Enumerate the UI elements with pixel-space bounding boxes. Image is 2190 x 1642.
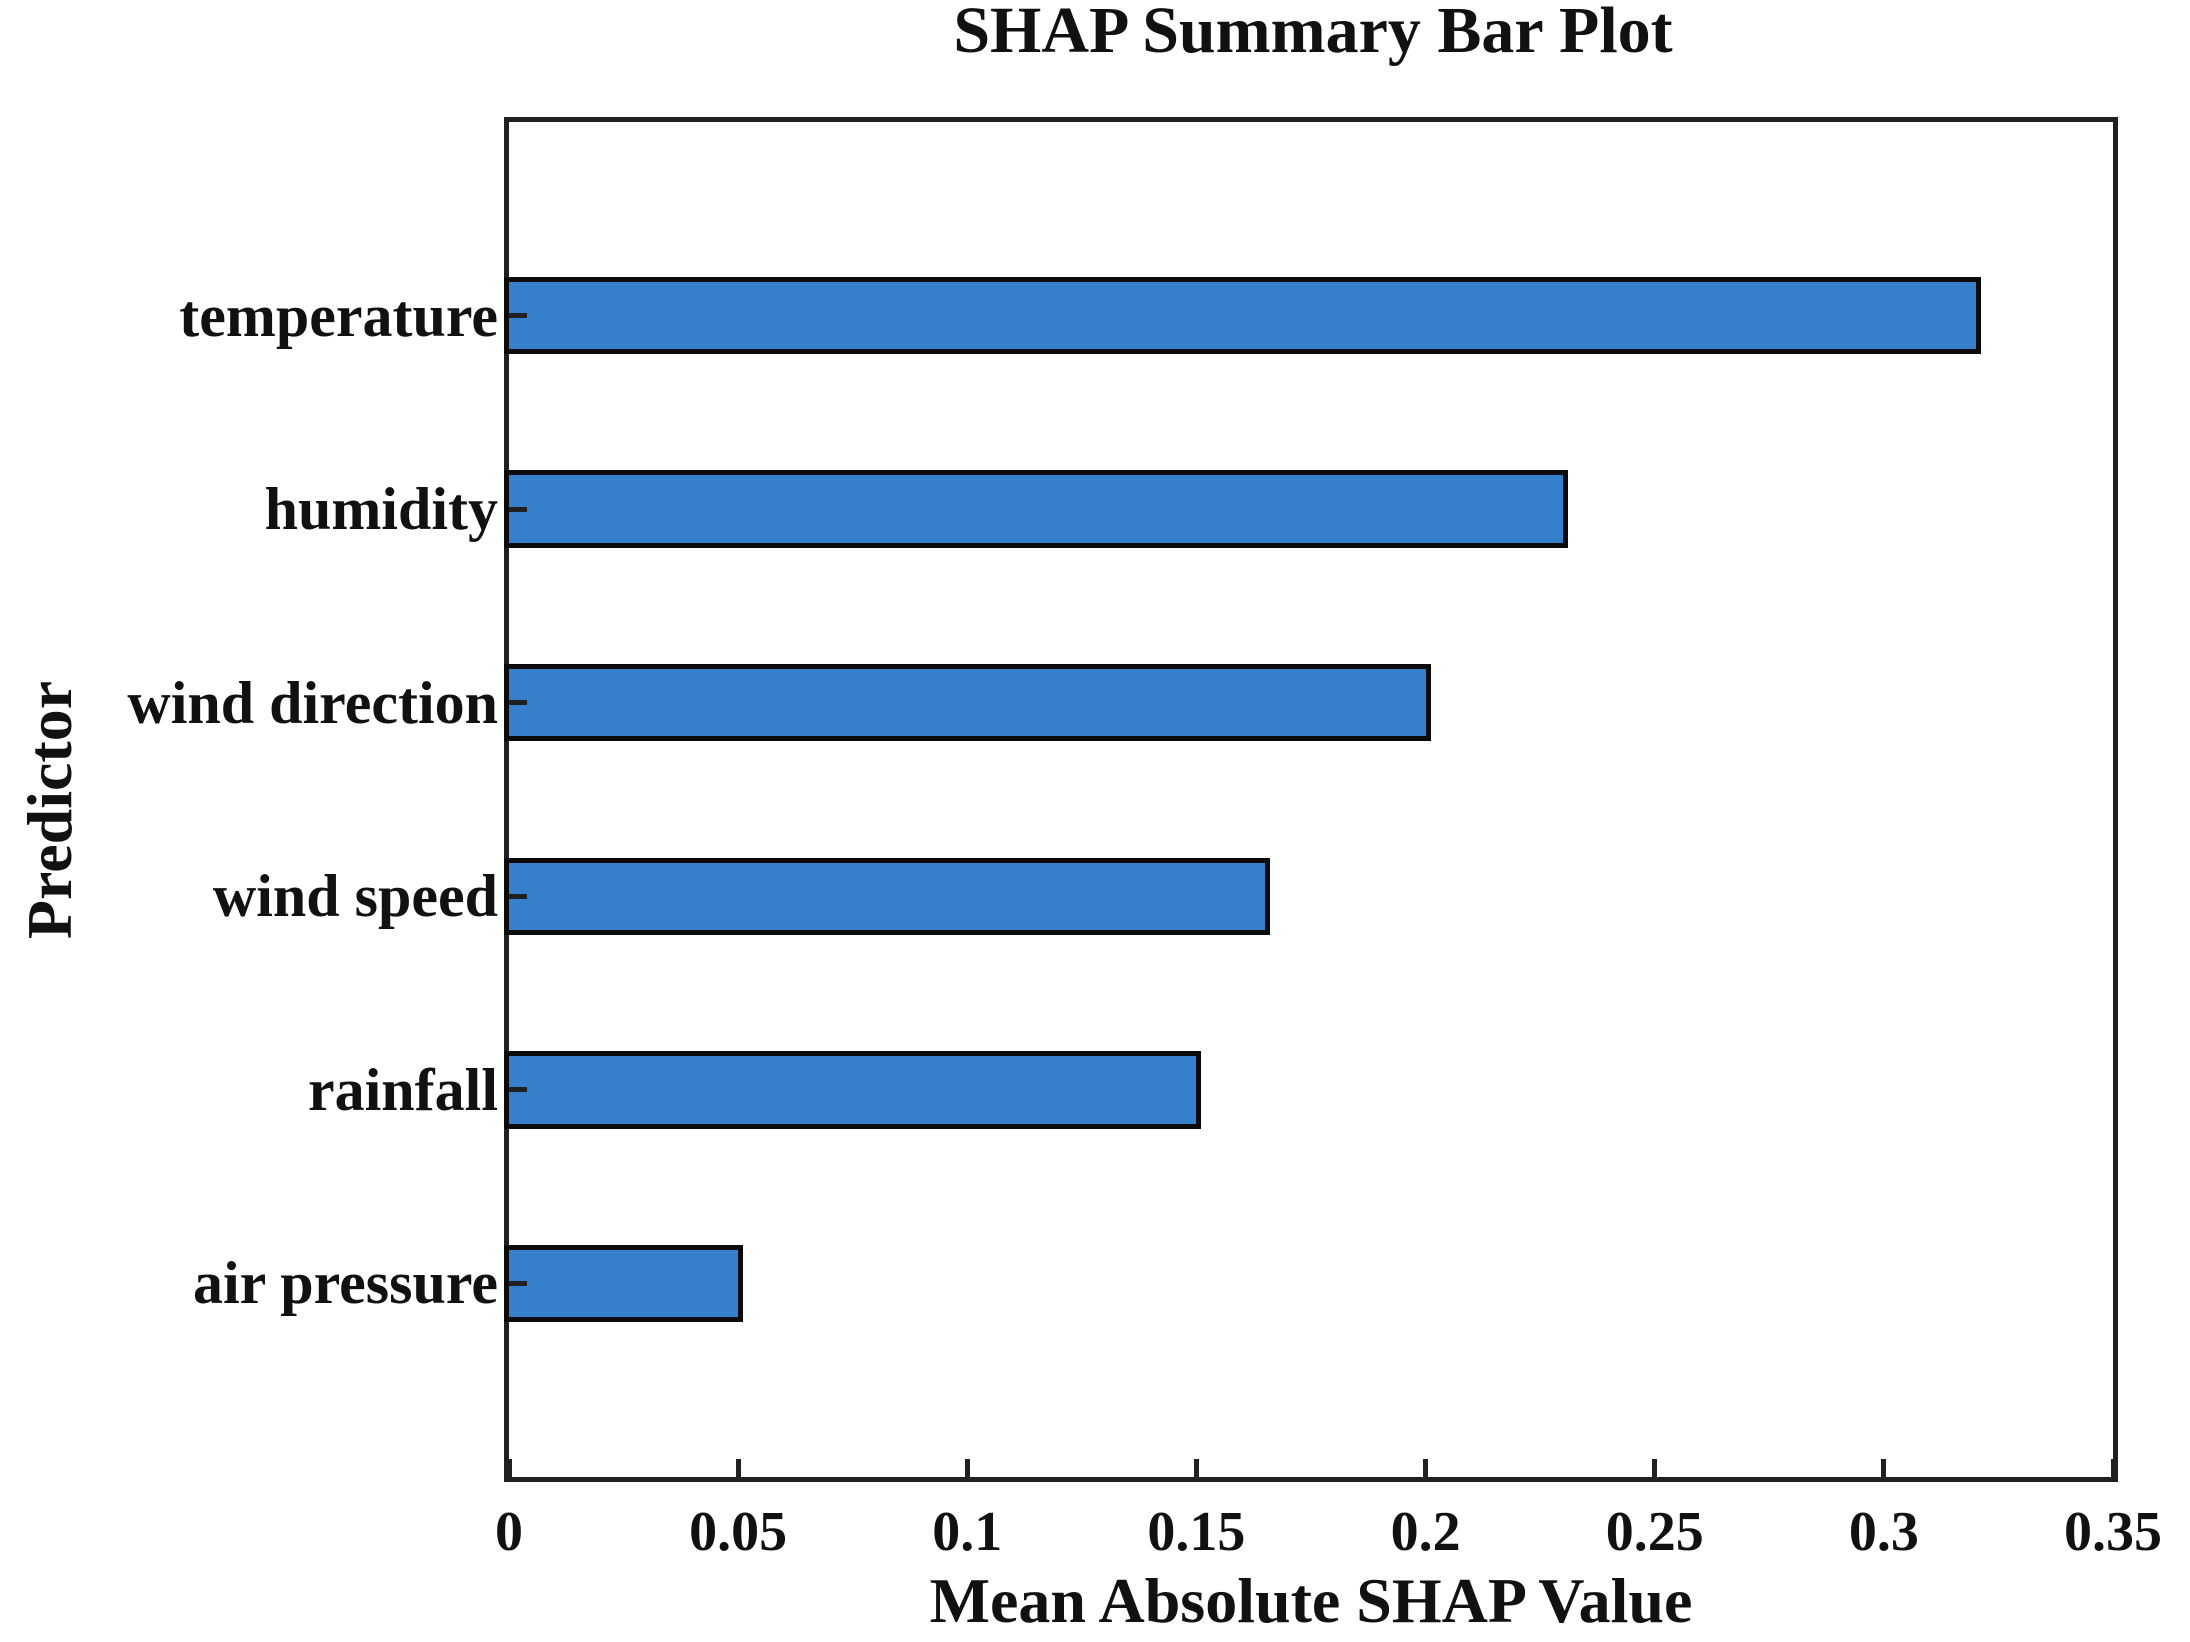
ytick-mark	[509, 313, 527, 319]
xtick-label-0.25: 0.25	[1605, 1501, 1704, 1563]
ytick-mark	[509, 506, 527, 512]
xtick-label-0.15: 0.15	[1147, 1501, 1246, 1563]
bar-air-pressure	[504, 1244, 744, 1323]
xtick-mark	[964, 1459, 970, 1477]
bar-wind-direction	[504, 664, 1431, 742]
chart-title: SHAP Summary Bar Plot	[953, 0, 1673, 67]
ytick-label-wind-speed: wind speed	[212, 863, 498, 930]
ytick-label-humidity: humidity	[264, 476, 498, 543]
xtick-mark	[2110, 1459, 2116, 1477]
ytick-label-air-pressure: air pressure	[192, 1250, 498, 1317]
xtick-mark	[1193, 1459, 1199, 1477]
ytick-mark	[509, 1280, 527, 1286]
ytick-label-wind-direction: wind direction	[127, 669, 498, 736]
bar-wind-speed	[504, 857, 1271, 935]
ytick-mark	[509, 893, 527, 899]
bar-humidity	[504, 470, 1569, 548]
bar-temperature	[504, 276, 1981, 355]
xtick-mark	[1423, 1459, 1429, 1477]
xtick-label-0.35: 0.35	[2064, 1501, 2162, 1563]
x-axis-label: Mean Absolute SHAP Value	[929, 1565, 1693, 1636]
xtick-mark	[506, 1459, 512, 1477]
ytick-label-temperature: temperature	[179, 282, 498, 349]
ytick-label-rainfall: rainfall	[308, 1056, 498, 1123]
xtick-label-0.1: 0.1	[932, 1501, 1003, 1563]
xtick-label-0.2: 0.2	[1390, 1501, 1461, 1563]
plot-area	[504, 117, 2118, 1482]
xtick-mark	[1652, 1459, 1658, 1477]
xtick-label-0: 0	[495, 1501, 523, 1563]
ytick-mark	[509, 700, 527, 706]
xtick-label-0.3: 0.3	[1848, 1501, 1919, 1563]
xtick-mark	[1881, 1459, 1887, 1477]
ytick-mark	[509, 1087, 527, 1093]
bar-rainfall	[504, 1051, 1202, 1129]
xtick-mark	[735, 1459, 741, 1477]
xtick-label-0.05: 0.05	[689, 1501, 788, 1563]
